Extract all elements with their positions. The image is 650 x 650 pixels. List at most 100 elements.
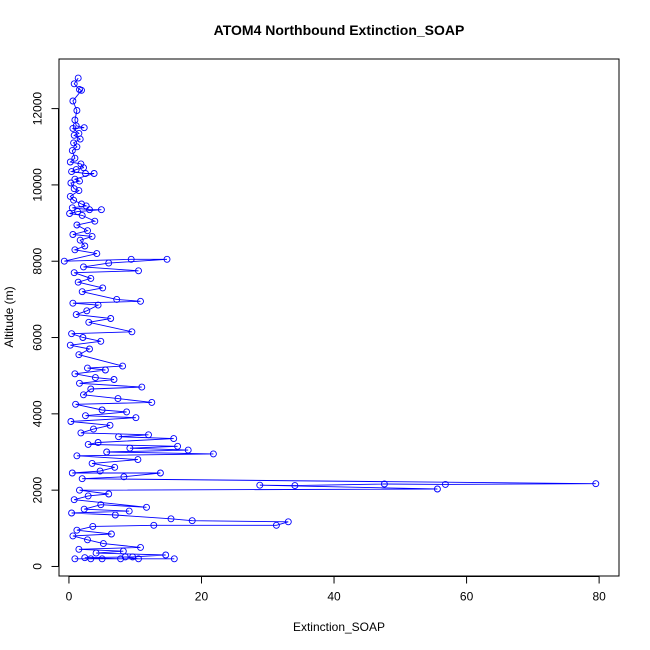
data-point xyxy=(128,328,136,336)
y-tick-label: 2000 xyxy=(31,476,45,503)
data-point xyxy=(170,555,178,563)
data-point xyxy=(74,278,82,286)
data-point xyxy=(71,154,79,162)
series-layer xyxy=(60,74,600,563)
data-point xyxy=(69,299,77,307)
data-point xyxy=(72,166,80,174)
data-point xyxy=(84,536,91,544)
data-point xyxy=(70,80,78,88)
data-point xyxy=(125,507,133,515)
data-point xyxy=(70,269,78,277)
data-point xyxy=(174,442,182,450)
data-point xyxy=(67,418,75,425)
data-point xyxy=(117,555,125,563)
data-point xyxy=(87,555,95,563)
data-point xyxy=(113,295,121,303)
y-tick-label: 12000 xyxy=(31,92,45,126)
data-point xyxy=(73,526,81,534)
data-point xyxy=(110,376,118,383)
data-point xyxy=(73,143,81,151)
data-point xyxy=(76,379,83,387)
data-point xyxy=(98,555,106,563)
data-point xyxy=(91,374,99,382)
data-point xyxy=(156,469,164,477)
data-point xyxy=(82,170,89,177)
data-point xyxy=(76,135,84,143)
data-point xyxy=(71,555,79,563)
data-point xyxy=(120,473,128,481)
data-point xyxy=(69,532,77,540)
y-tick-label: 6000 xyxy=(31,324,45,351)
y-axis: 0 2000 4000 6000 8000 10000 12000 xyxy=(31,92,59,570)
data-point xyxy=(145,431,152,439)
data-point xyxy=(68,330,76,338)
data-point xyxy=(148,398,156,406)
data-point xyxy=(94,301,102,309)
x-tick-label: 40 xyxy=(327,590,341,604)
y-axis-label: Altitude (m) xyxy=(2,286,16,347)
data-point xyxy=(101,366,109,374)
y-tick-label: 8000 xyxy=(31,248,45,275)
data-point xyxy=(126,444,134,452)
data-point xyxy=(256,481,264,489)
data-point xyxy=(78,200,85,208)
data-point xyxy=(87,385,95,393)
data-point xyxy=(184,446,192,454)
data-point xyxy=(143,503,150,511)
y-tick-label: 10000 xyxy=(31,168,45,202)
data-point xyxy=(115,433,123,441)
data-point xyxy=(68,469,76,477)
data-point xyxy=(86,206,93,214)
data-point xyxy=(96,467,104,475)
data-point xyxy=(103,448,111,456)
data-point xyxy=(137,543,144,551)
data-point xyxy=(71,370,79,378)
data-point xyxy=(70,196,78,204)
data-point xyxy=(90,425,97,433)
data-point xyxy=(84,227,91,235)
data-point xyxy=(75,187,83,195)
data-point xyxy=(91,217,99,225)
data-point xyxy=(88,459,96,467)
data-point xyxy=(97,501,105,509)
data-point xyxy=(84,364,91,372)
data-point xyxy=(68,147,76,155)
data-point xyxy=(82,412,89,420)
data-point xyxy=(107,530,115,538)
data-point xyxy=(71,175,79,183)
data-point xyxy=(72,311,80,319)
data-point xyxy=(85,318,93,326)
data-point xyxy=(66,341,74,349)
data-point xyxy=(68,509,76,517)
data-point xyxy=(272,521,280,529)
data-point xyxy=(81,242,89,250)
data-point xyxy=(162,551,170,559)
data-point xyxy=(99,540,107,548)
data-point xyxy=(83,307,91,315)
x-axis-label: Extinction_SOAP xyxy=(293,620,385,634)
data-point xyxy=(188,517,196,525)
data-point xyxy=(137,297,144,305)
data-point xyxy=(70,131,78,139)
data-point xyxy=(68,168,76,176)
series-line xyxy=(64,77,596,560)
x-tick-label: 20 xyxy=(195,590,209,604)
data-point xyxy=(70,496,78,504)
data-point xyxy=(74,208,82,216)
data-point xyxy=(135,555,142,563)
data-point xyxy=(84,492,92,500)
data-point xyxy=(69,231,77,238)
x-tick-label: 0 xyxy=(66,590,73,604)
data-point xyxy=(121,553,129,561)
data-point xyxy=(73,107,81,114)
x-tick-label: 80 xyxy=(592,590,606,604)
chart-title: ATOM4 Northbound Extinction_SOAP xyxy=(214,22,465,38)
data-point xyxy=(69,124,77,132)
data-point xyxy=(170,435,178,443)
data-point xyxy=(84,440,92,448)
data-point xyxy=(66,210,74,217)
plot-frame xyxy=(58,58,620,577)
data-point xyxy=(70,185,78,193)
data-point xyxy=(78,86,85,94)
